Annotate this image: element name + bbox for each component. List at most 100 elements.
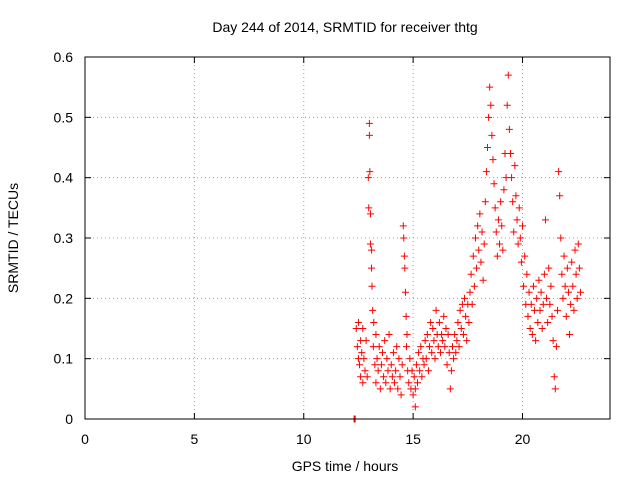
- data-point: [484, 144, 491, 151]
- x-tick-labels: 0 5 10 15 20: [81, 431, 530, 447]
- data-point: [465, 318, 473, 326]
- data-point: [541, 216, 549, 224]
- data-point: [516, 234, 524, 242]
- data-point: [416, 367, 424, 375]
- data-point: [388, 373, 396, 381]
- data-point: [354, 318, 362, 326]
- data-point: [381, 337, 389, 345]
- data-point: [564, 288, 572, 296]
- data-point: [366, 210, 374, 218]
- y-axis-label: SRMTID / TECUs: [5, 183, 21, 293]
- data-point: [396, 373, 404, 381]
- x-tick-label: 5: [190, 431, 198, 447]
- data-point: [528, 331, 536, 339]
- data-point: [560, 252, 568, 260]
- data-point: [539, 300, 547, 308]
- data-point: [403, 343, 411, 351]
- data-point: [563, 264, 571, 272]
- data-point: [509, 198, 517, 206]
- data-point: [365, 131, 373, 139]
- data-point: [443, 361, 451, 369]
- data-point: [503, 101, 511, 109]
- data-point: [363, 373, 371, 381]
- data-point: [485, 113, 493, 121]
- data-point: [479, 276, 487, 284]
- data-point: [383, 355, 391, 363]
- data-point: [569, 282, 577, 290]
- data-point: [358, 349, 366, 357]
- data-point: [374, 367, 382, 375]
- data-point: [366, 168, 374, 176]
- data-point: [523, 270, 531, 278]
- data-point: [439, 337, 447, 345]
- data-point: [513, 216, 521, 224]
- data-point: [450, 355, 458, 363]
- data-points: [350, 71, 584, 423]
- data-point: [452, 349, 460, 357]
- data-point: [572, 270, 580, 278]
- data-point: [487, 101, 495, 109]
- data-point: [398, 361, 406, 369]
- data-point: [417, 343, 425, 351]
- data-point: [441, 343, 449, 351]
- data-point: [369, 343, 377, 351]
- data-point: [428, 349, 436, 357]
- data-point: [370, 318, 378, 326]
- data-point: [375, 343, 383, 351]
- data-point: [429, 325, 437, 332]
- y-tick-labels: 0 0.1 0.2 0.3 0.4 0.5 0.6: [54, 49, 74, 427]
- data-point: [445, 349, 453, 357]
- data-point: [493, 252, 501, 260]
- data-point: [576, 288, 584, 296]
- data-point: [494, 216, 502, 224]
- data-point: [466, 288, 474, 296]
- data-point: [498, 222, 506, 230]
- data-point: [538, 325, 546, 332]
- data-point: [571, 246, 579, 254]
- data-point: [478, 228, 486, 236]
- data-point: [482, 168, 490, 176]
- data-point: [368, 246, 376, 254]
- data-point: [384, 367, 392, 375]
- data-point: [454, 318, 462, 326]
- data-point: [575, 264, 583, 272]
- data-point: [474, 222, 482, 230]
- data-point: [570, 306, 578, 314]
- data-point: [453, 337, 461, 345]
- data-point: [545, 264, 553, 272]
- data-point: [412, 361, 420, 369]
- data-point: [517, 258, 525, 266]
- data-point: [438, 331, 446, 339]
- data-point: [488, 131, 496, 139]
- y-tick-label: 0.6: [54, 49, 74, 65]
- data-point: [406, 355, 414, 363]
- data-point: [401, 264, 409, 272]
- data-point: [391, 379, 399, 387]
- data-point: [526, 325, 534, 332]
- data-point: [400, 234, 408, 242]
- data-point: [427, 318, 435, 326]
- data-point: [562, 312, 570, 320]
- data-point: [504, 71, 512, 79]
- data-point: [461, 294, 469, 302]
- data-point: [476, 210, 484, 218]
- data-point: [481, 198, 489, 206]
- data-point: [459, 331, 467, 339]
- data-point: [365, 119, 373, 127]
- data-point: [361, 367, 369, 375]
- data-point: [420, 361, 428, 369]
- data-point: [379, 349, 386, 357]
- data-point: [431, 355, 439, 363]
- y-tick-label: 0.1: [54, 351, 74, 367]
- data-point: [512, 192, 520, 200]
- data-point: [436, 349, 444, 357]
- y-tick-label: 0: [65, 411, 73, 427]
- data-point: [418, 373, 426, 381]
- data-point: [521, 252, 529, 260]
- data-point: [467, 270, 475, 278]
- data-point: [489, 156, 497, 164]
- data-point: [440, 312, 448, 320]
- data-point: [372, 379, 380, 387]
- data-point: [519, 222, 526, 230]
